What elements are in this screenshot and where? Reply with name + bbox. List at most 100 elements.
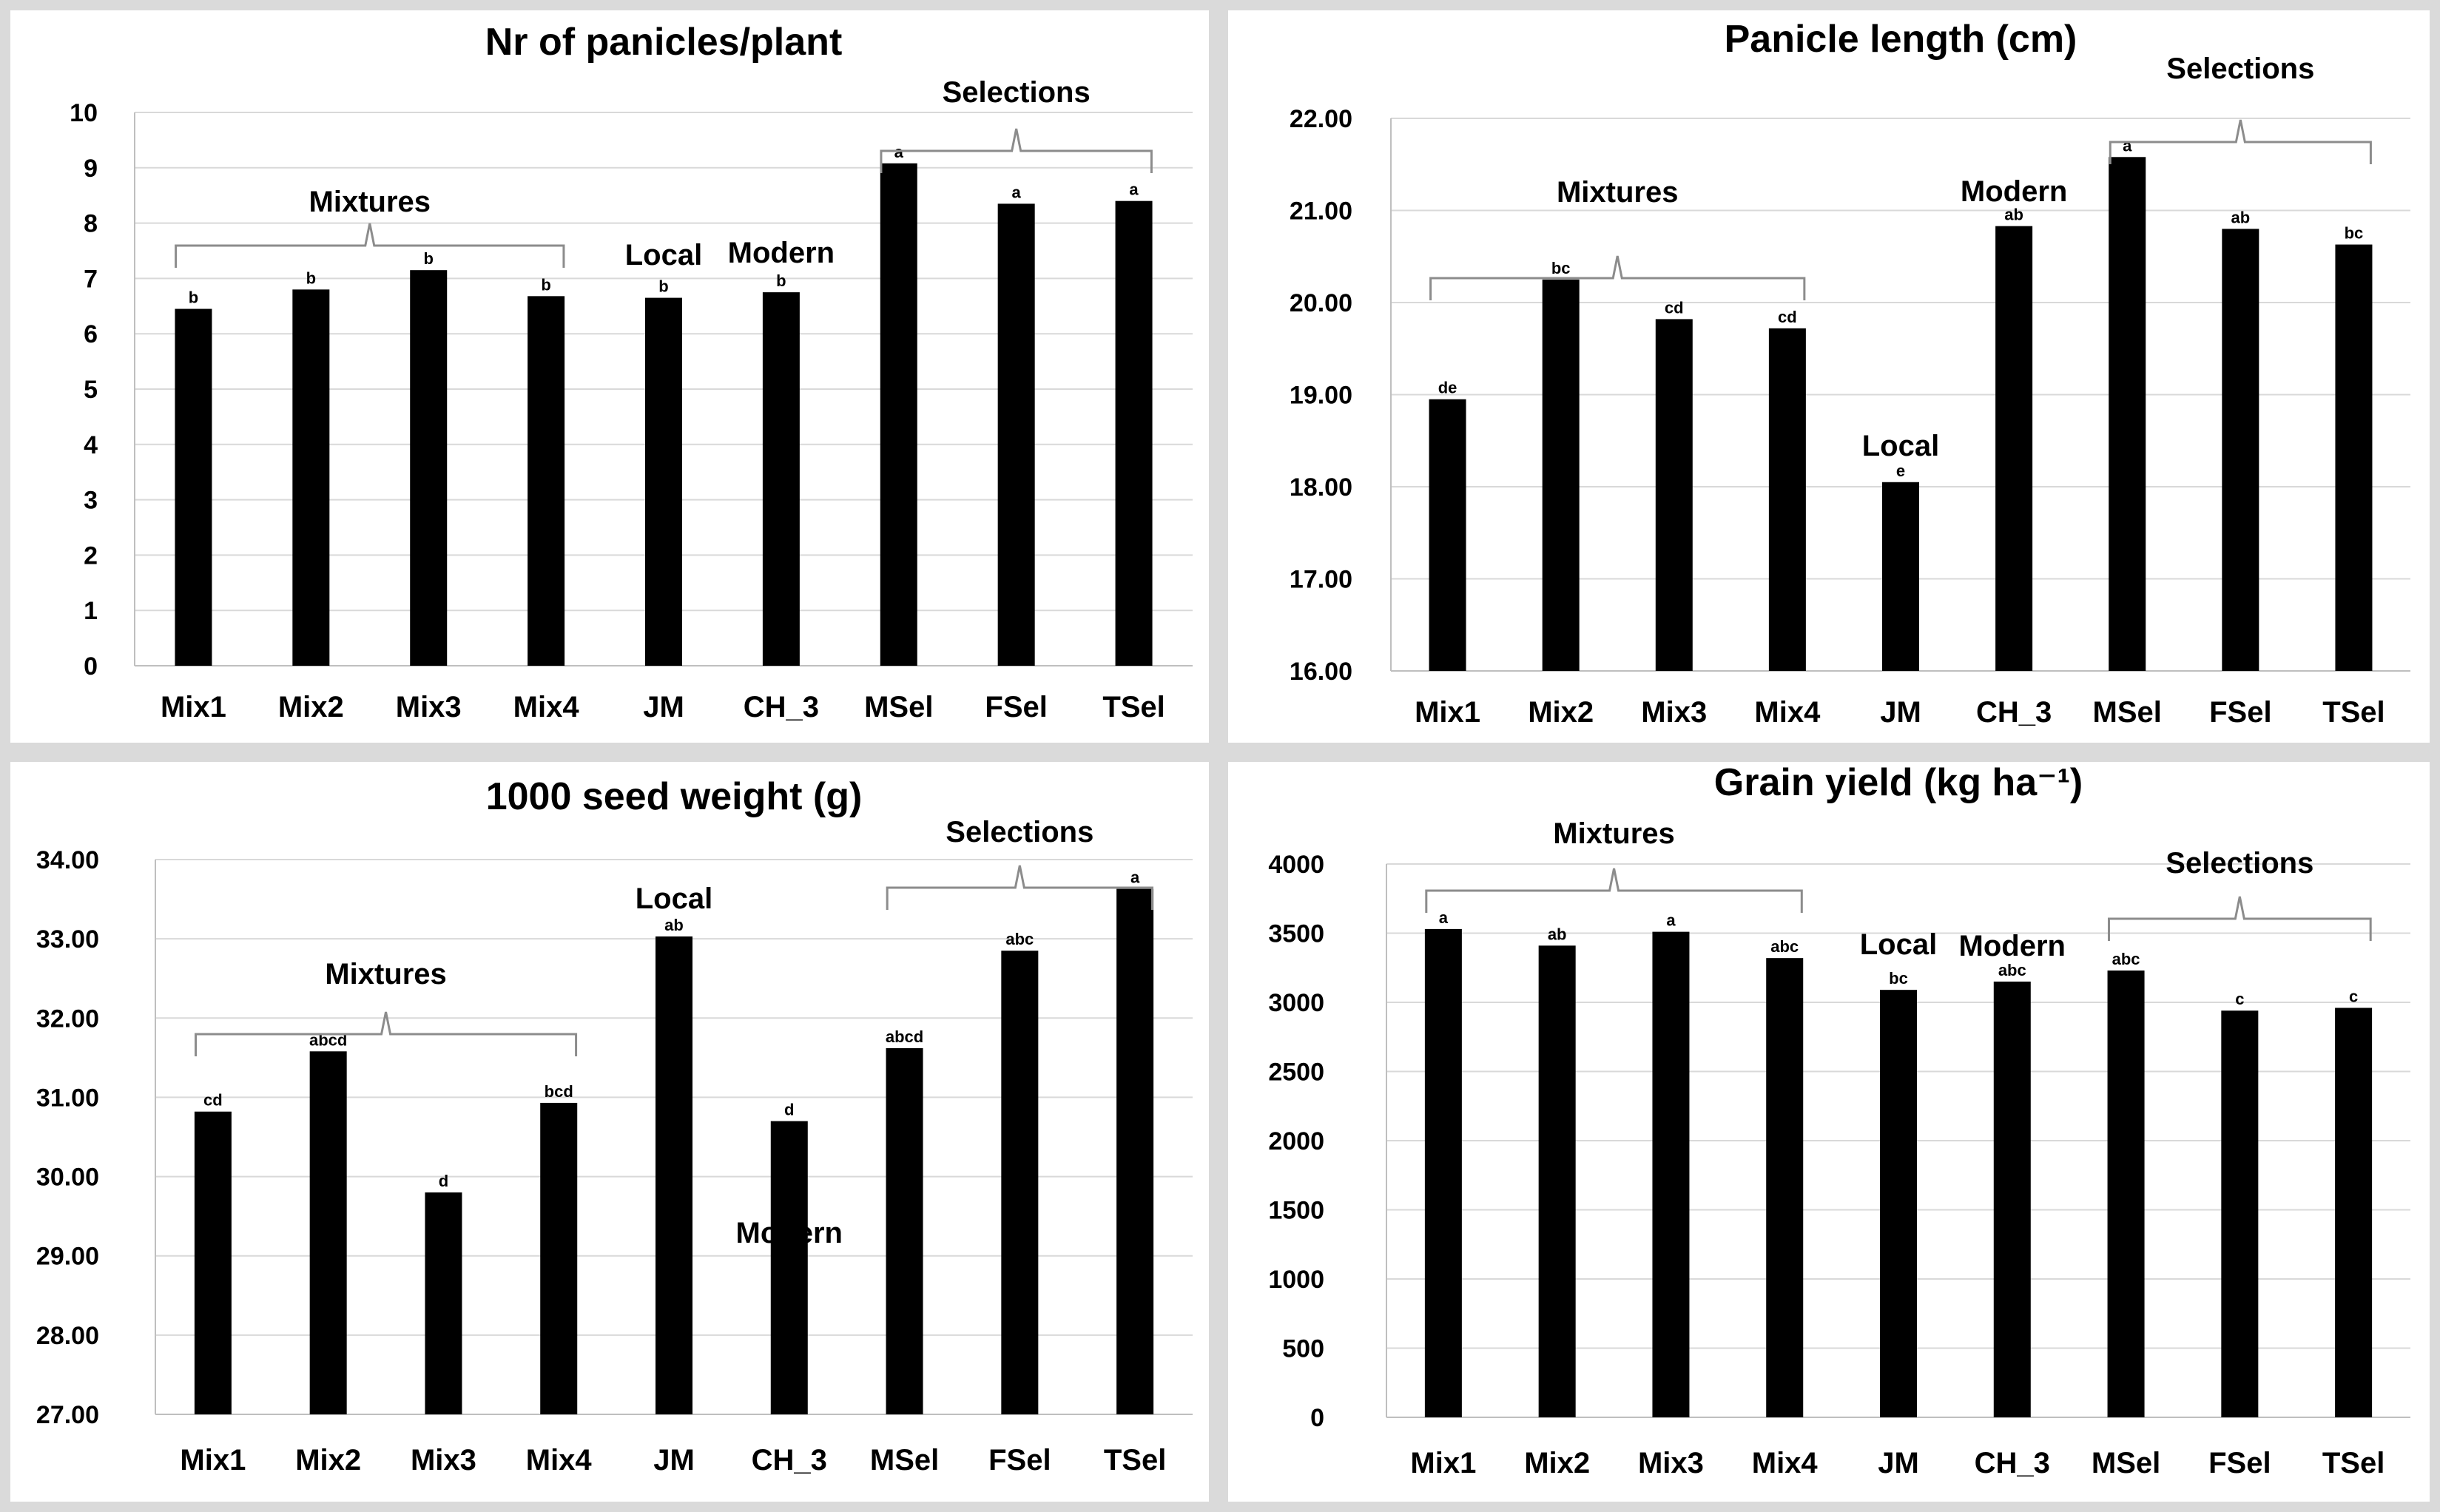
y-tick-label: 19.00: [1290, 382, 1352, 410]
y-tick-label: 3500: [1268, 920, 1324, 948]
y-tick-label: 27.00: [36, 1401, 99, 1429]
y-tick-label: 5: [84, 376, 98, 404]
data-label: bcd: [545, 1082, 573, 1101]
bar: [1542, 279, 1580, 671]
data-label: a: [1129, 180, 1139, 199]
bar: [1652, 931, 1690, 1417]
data-label: cd: [1778, 308, 1797, 326]
data-label: abc: [1998, 961, 2026, 979]
y-tick-label: 0: [1310, 1404, 1324, 1432]
chart-title: Grain yield (kg ha⁻¹): [1714, 762, 2083, 804]
group-label: Selections: [946, 816, 1093, 848]
y-tick-label: 3000: [1268, 989, 1324, 1017]
data-label: d: [784, 1101, 794, 1119]
data-label: cd: [1665, 298, 1684, 317]
x-tick-label: TSel: [1102, 691, 1165, 723]
y-tick-label: 4000: [1268, 851, 1324, 879]
y-tick-label: 28.00: [36, 1322, 99, 1350]
data-label: b: [776, 271, 786, 290]
y-tick-label: 7: [84, 265, 98, 293]
bar: [2109, 157, 2146, 672]
group-label: Modern: [1961, 175, 2067, 208]
bar: [425, 1192, 462, 1414]
bar: [309, 1051, 347, 1414]
y-tick-label: 2000: [1268, 1127, 1324, 1155]
data-label: a: [1130, 868, 1140, 887]
data-label: b: [423, 249, 433, 268]
y-tick-label: 17.00: [1290, 566, 1352, 594]
chart-title: Panicle length (cm): [1725, 18, 2077, 61]
y-tick-label: 21.00: [1290, 198, 1352, 226]
bar: [1538, 945, 1576, 1417]
x-tick-label: Mix4: [526, 1444, 593, 1476]
group-label: Local: [1862, 430, 1939, 462]
x-tick-label: CH_3: [752, 1444, 827, 1476]
data-label: abc: [2112, 950, 2140, 968]
bar: [2335, 1008, 2373, 1417]
group-bracket: [2109, 119, 2372, 164]
y-tick-label: 18.00: [1290, 473, 1352, 502]
group-label: Local: [625, 239, 702, 271]
bar: [410, 270, 448, 666]
data-label: de: [1438, 379, 1457, 397]
y-tick-label: 6: [84, 320, 98, 348]
y-tick-label: 20.00: [1290, 289, 1352, 317]
bar: [1115, 200, 1153, 666]
bar: [1993, 981, 2031, 1417]
y-tick-label: 29.00: [36, 1243, 99, 1271]
bar: [1768, 328, 1806, 671]
bar: [886, 1048, 923, 1414]
group-label: Modern: [1959, 930, 2066, 962]
data-label: ab: [1548, 925, 1567, 943]
bar: [2335, 244, 2373, 671]
y-tick-label: 22.00: [1290, 105, 1352, 133]
x-tick-label: JM: [643, 691, 684, 723]
bar: [1655, 319, 1693, 671]
y-tick-label: 1: [84, 597, 98, 625]
chart-title: 1000 seed weight (g): [486, 775, 863, 818]
group-bracket: [1425, 868, 1803, 913]
group-bracket: [195, 1011, 578, 1056]
y-tick-label: 31.00: [36, 1084, 99, 1112]
data-label: a: [1012, 183, 1022, 201]
x-tick-label: Mix3: [1641, 696, 1707, 729]
x-tick-label: MSel: [2093, 696, 2162, 729]
bar: [1995, 226, 2033, 671]
data-label: cd: [203, 1091, 223, 1110]
x-tick-label: JM: [1878, 1447, 1919, 1479]
group-bracket: [2107, 896, 2372, 941]
chart-svg: Panicle length (cm) 16.00 17.00 18.00 19.00 2…: [1290, 18, 2410, 729]
x-tick-label: Mix2: [1528, 696, 1594, 729]
bar: [770, 1121, 808, 1414]
x-tick-label: CH_3: [1975, 1447, 2050, 1479]
x-tick-label: FSel: [2209, 696, 2271, 729]
data-label: a: [2123, 136, 2132, 155]
y-tick-label: 32.00: [36, 1005, 99, 1033]
data-label: b: [541, 275, 550, 294]
group-label: Mixtures: [1557, 176, 1679, 209]
x-tick-label: MSel: [864, 691, 933, 723]
group-label: Mixtures: [325, 958, 447, 990]
x-tick-label: Mix3: [1638, 1447, 1704, 1479]
x-tick-label: MSel: [2092, 1447, 2160, 1479]
bar: [292, 289, 330, 666]
group-label: Local: [636, 882, 712, 915]
x-tick-label: Mix1: [1410, 1447, 1476, 1479]
chart-svg: Nr of panicles/plant 0 1 2 3 4 5 6 7 8 9 10 b Mix1 b Mi…: [70, 21, 1193, 723]
group-label: Mixtures: [309, 186, 431, 218]
y-tick-label: 34.00: [36, 846, 99, 874]
group-label: Local: [1860, 928, 1937, 961]
x-tick-label: Mix3: [411, 1444, 476, 1476]
bar: [1116, 888, 1154, 1414]
group-bracket: [175, 223, 565, 268]
bar: [656, 936, 692, 1414]
bar: [762, 292, 800, 666]
data-label: bc: [2345, 224, 2364, 243]
group-label: Selections: [943, 76, 1091, 109]
x-tick-label: Mix1: [180, 1444, 246, 1476]
x-tick-label: Mix1: [1415, 696, 1480, 729]
x-tick-label: Mix2: [1524, 1447, 1590, 1479]
bar: [540, 1102, 578, 1414]
bar: [528, 296, 565, 666]
x-tick-label: Mix4: [513, 691, 580, 723]
